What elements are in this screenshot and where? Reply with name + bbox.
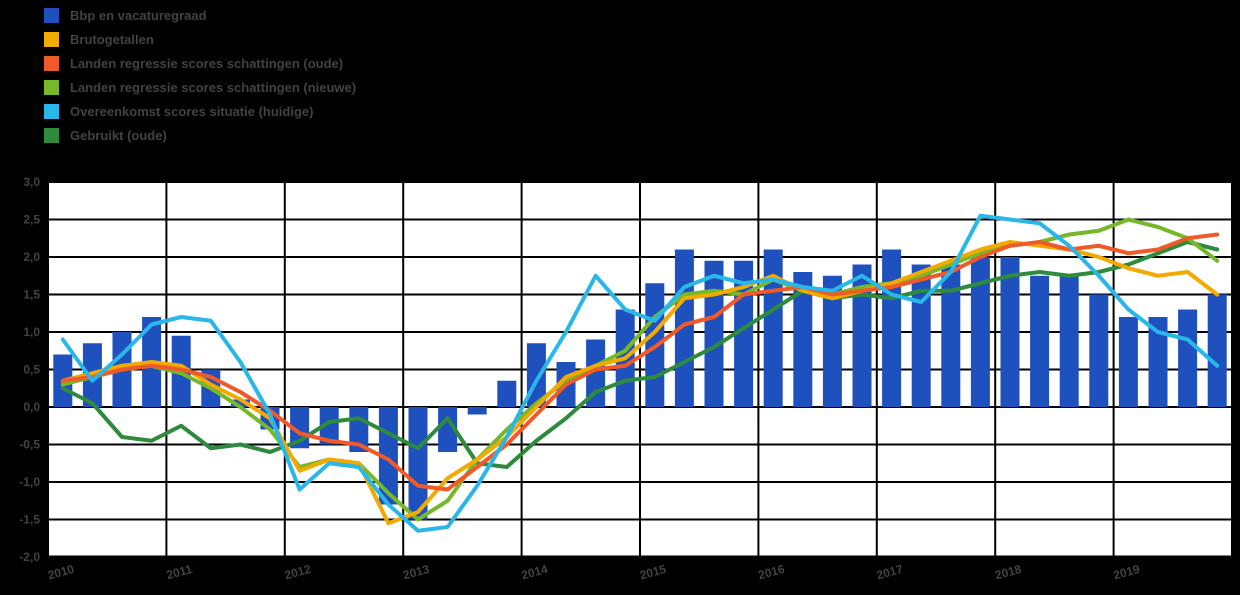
svg-text:2015: 2015	[638, 562, 668, 583]
legend-label: Landen regressie scores schattingen (nie…	[70, 79, 357, 95]
chart-legend: Bbp en vacaturegraad Brutogetallen Lande…	[44, 3, 356, 147]
legend-label: Bbp en vacaturegraad	[70, 7, 207, 23]
svg-text:2012: 2012	[283, 562, 313, 583]
legend-item-line-yellow: Brutogetallen	[44, 27, 356, 51]
legend-item-bars: Bbp en vacaturegraad	[44, 3, 356, 27]
svg-text:-0,5: -0,5	[19, 438, 40, 452]
svg-text:2014: 2014	[520, 562, 550, 583]
svg-text:1,5: 1,5	[23, 288, 40, 302]
legend-swatch	[44, 7, 59, 23]
svg-text:2017: 2017	[875, 562, 905, 583]
legend-label: Brutogetallen	[70, 31, 154, 47]
legend-item-line-orange: Landen regressie scores schattingen (oud…	[44, 51, 356, 75]
svg-text:0,5: 0,5	[23, 363, 40, 377]
svg-text:2016: 2016	[757, 562, 787, 583]
svg-text:-2,0: -2,0	[19, 550, 40, 564]
legend-swatch	[44, 103, 59, 119]
svg-text:2011: 2011	[165, 562, 194, 582]
legend-label: Overeenkomst scores situatie (huidige)	[70, 103, 314, 119]
legend-item-line-lightgreen: Landen regressie scores schattingen (nie…	[44, 75, 356, 99]
legend-swatch	[44, 55, 59, 71]
legend-item-line-cyan: Overeenkomst scores situatie (huidige)	[44, 99, 356, 123]
svg-text:2013: 2013	[401, 562, 431, 583]
svg-text:-1,5: -1,5	[19, 513, 40, 527]
svg-text:2018: 2018	[993, 562, 1023, 583]
svg-text:2,0: 2,0	[23, 250, 40, 264]
svg-text:1,0: 1,0	[23, 325, 40, 339]
legend-swatch	[44, 31, 59, 47]
svg-text:-1,0: -1,0	[19, 475, 40, 489]
legend-item-line-darkgreen: Gebruikt (oude)	[44, 123, 356, 147]
svg-text:2010: 2010	[46, 562, 76, 583]
svg-text:2019: 2019	[1112, 562, 1142, 583]
svg-text:3,0: 3,0	[23, 175, 40, 189]
svg-text:2,5: 2,5	[23, 213, 40, 227]
svg-text:0,0: 0,0	[23, 400, 40, 414]
legend-label: Gebruikt (oude)	[70, 127, 167, 143]
legend-swatch	[44, 127, 59, 143]
legend-label: Landen regressie scores schattingen (oud…	[70, 55, 344, 71]
legend-swatch	[44, 79, 59, 95]
